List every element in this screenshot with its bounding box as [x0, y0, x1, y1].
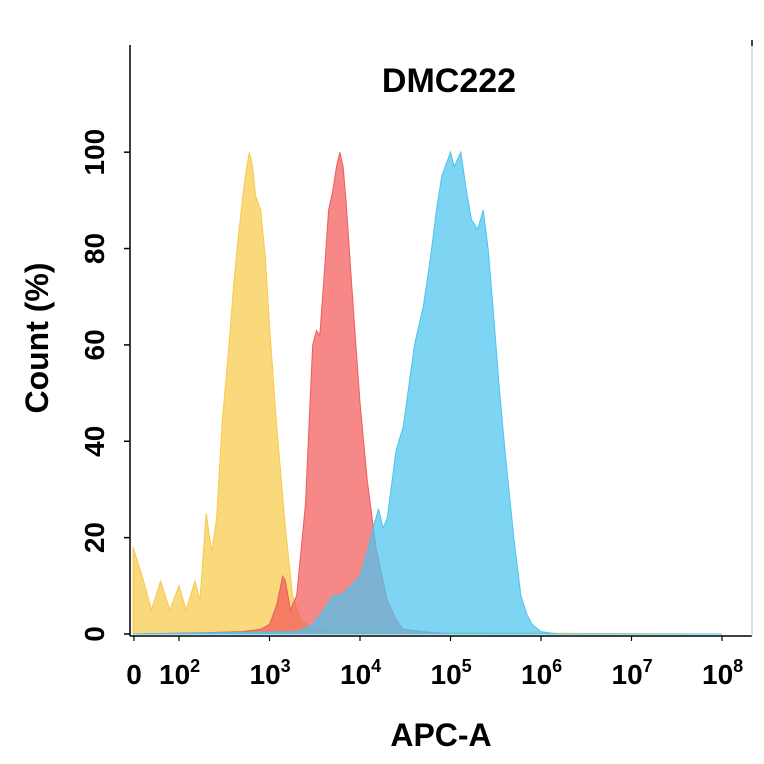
x-tick-label: 104	[340, 656, 381, 690]
y-axis-ticks: 0 20 40 60 80 100	[79, 129, 130, 642]
x-tick-label: 106	[521, 656, 562, 690]
y-tick-label: 100	[79, 129, 110, 176]
x-tick: 106	[521, 636, 562, 690]
x-axis-title: APC-A	[390, 717, 491, 753]
x-tick: 102	[159, 636, 200, 690]
y-tick-label: 20	[79, 522, 110, 553]
histogram-series-3	[132, 150, 722, 635]
x-tick-label: 103	[250, 656, 291, 690]
y-tick-label: 60	[79, 329, 110, 360]
x-tick-label: 0	[126, 659, 142, 690]
y-tick-label: 40	[79, 426, 110, 457]
y-tick-label: 80	[79, 233, 110, 264]
x-tick: 105	[431, 636, 472, 690]
plot-series	[132, 150, 723, 635]
y-tick-label: 0	[79, 626, 110, 642]
x-tick: 0	[126, 636, 142, 690]
x-tick: 104	[340, 636, 381, 690]
x-tick: 108	[702, 636, 743, 690]
x-tick: 103	[250, 636, 291, 690]
x-tick: 107	[612, 636, 653, 690]
x-tick-label: 107	[612, 656, 653, 690]
x-tick-label: 108	[702, 656, 743, 690]
x-tick-label: 105	[431, 656, 472, 690]
chart-title: DMC222	[382, 62, 516, 100]
x-axis-ticks: 0 102 103 104 105 106 107 108	[126, 636, 743, 690]
y-axis-title: Count (%)	[19, 262, 55, 413]
x-tick-label: 102	[159, 656, 200, 690]
